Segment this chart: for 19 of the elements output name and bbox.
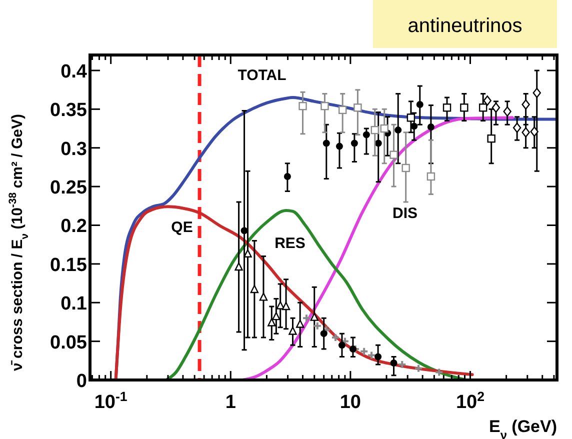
y-tick-label: 0.25 xyxy=(50,178,88,199)
series-label: DIS xyxy=(392,205,418,222)
y-tick-label: 0.2 xyxy=(60,216,87,238)
series-label: RES xyxy=(274,235,306,252)
y-tick-label: 0.35 xyxy=(50,100,88,122)
x-axis-title: E$_{ν}$ (GeV) xyxy=(488,417,557,439)
x-tick-label: 10 xyxy=(340,392,362,413)
y-tick-label: 0.3 xyxy=(60,138,87,160)
y-tick-label: 0.15 xyxy=(50,254,88,276)
text: antineutrinos xyxy=(408,15,522,37)
y-tick-label: 0 xyxy=(76,371,87,392)
x-tick-label: 10$^{2}$ xyxy=(456,388,485,413)
x-tick-label: 1 xyxy=(225,392,236,413)
series-label: QE xyxy=(171,219,193,236)
y-tick-label: 0.4 xyxy=(60,61,88,82)
x-tick-label: 10$^{-1}$ xyxy=(94,388,128,413)
y-tick-label: 0.1 xyxy=(60,294,88,315)
series-label: TOTAL xyxy=(238,67,286,84)
y-tick-label: 0.05 xyxy=(50,332,88,354)
